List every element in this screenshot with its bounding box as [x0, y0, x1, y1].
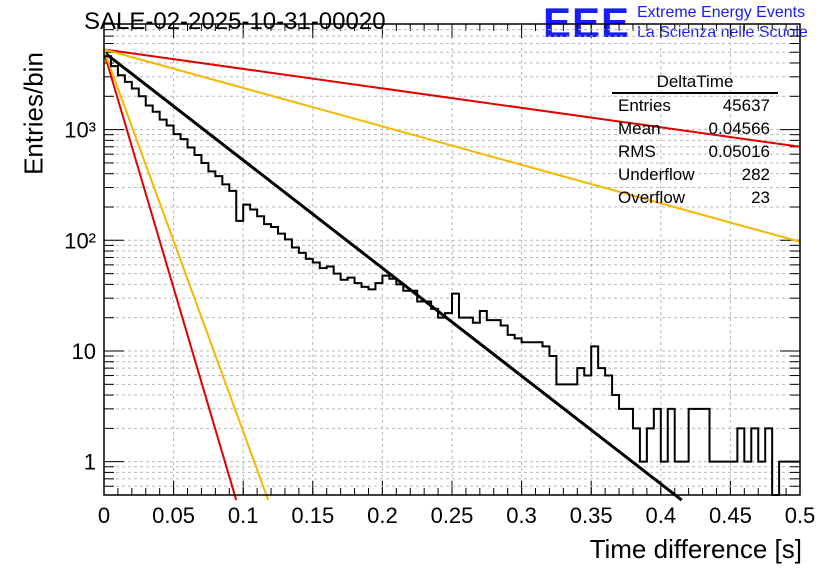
stats-value: 0.05016 [708, 142, 770, 161]
fit-line [103, 48, 801, 148]
stats-row-overflow: Overflow 23 [612, 186, 778, 209]
x-tick-label: 0.35 [570, 503, 613, 528]
stats-value: 45637 [722, 96, 770, 115]
stats-label: Overflow [618, 188, 686, 207]
stats-label: Mean [618, 119, 661, 138]
stats-row-underflow: Underflow 282 [612, 163, 778, 186]
y-tick-label: 1 [84, 450, 96, 475]
x-tick-label: 0.05 [152, 503, 195, 528]
stats-row-entries: Entries 45637 [612, 94, 778, 117]
stats-label: Underflow [618, 165, 695, 184]
stats-label: RMS [618, 142, 656, 161]
stats-value: 23 [751, 188, 770, 207]
plot-frame [103, 23, 801, 496]
x-tick-label: 0.3 [506, 503, 537, 528]
stats-box: DeltaTime Entries 45637 Mean 0.04566 RMS… [612, 72, 778, 209]
chart-title: SALE-02-2025-10-31-00020 [84, 8, 386, 35]
stats-title: DeltaTime [612, 72, 778, 94]
y-tick-label: 10 [72, 339, 96, 364]
x-tick-label: 0.25 [431, 503, 474, 528]
x-tick-label: 0.15 [291, 503, 334, 528]
histogram-outline [104, 55, 800, 496]
fit-line [103, 48, 801, 243]
x-tick-label: 0.45 [709, 503, 752, 528]
fit-line [103, 50, 270, 501]
y-tick-label: 10³ [64, 118, 96, 143]
y-axis-label: Entries/bin [18, 52, 49, 175]
stats-label: Entries [618, 96, 671, 115]
stats-value: 282 [741, 165, 770, 184]
y-tick-label: 10² [64, 228, 96, 253]
stats-value: 0.04566 [708, 119, 770, 138]
logo-line-2: La Scienza nelle Scuole [637, 24, 808, 41]
fit-line [103, 51, 683, 502]
x-tick-label: 0.5 [785, 503, 816, 528]
x-tick-label: 0 [98, 503, 110, 528]
x-tick-label: 0.4 [646, 503, 677, 528]
x-tick-label: 0.1 [228, 503, 259, 528]
stats-row-rms: RMS 0.05016 [612, 140, 778, 163]
fit-line [103, 51, 238, 501]
x-tick-label: 0.2 [367, 503, 398, 528]
x-axis-label: Time difference [s] [589, 534, 802, 564]
eee-logo: EEE [543, 0, 631, 46]
stats-row-mean: Mean 0.04566 [612, 117, 778, 140]
logo-line-1: Extreme Energy Events [637, 4, 806, 21]
